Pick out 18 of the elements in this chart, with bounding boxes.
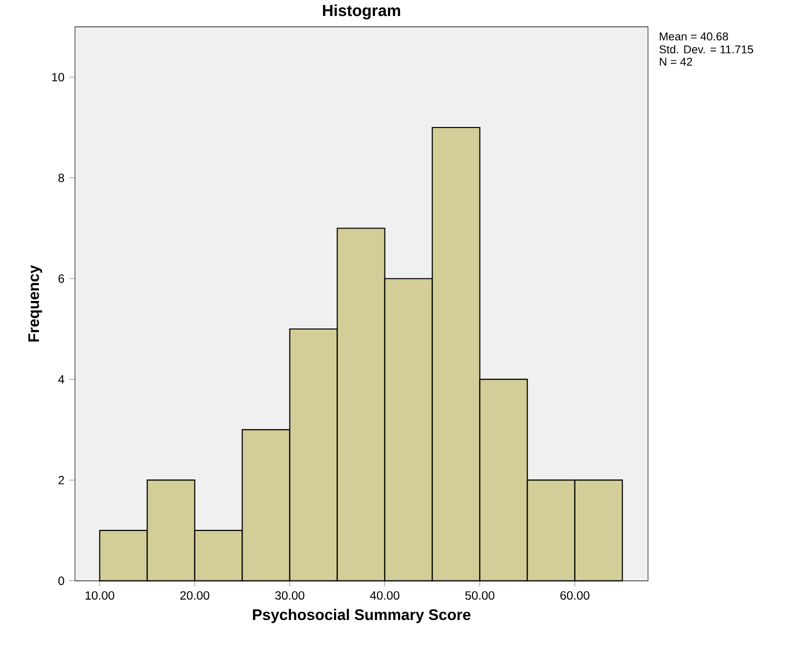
y-tick-label: 10: [52, 73, 64, 82]
y-tick-label: 2: [58, 476, 64, 484]
y-axis-title: Frequency: [28, 265, 42, 342]
x-tick-label: 30.00: [275, 591, 304, 600]
y-tick-label: 4: [58, 375, 64, 384]
x-tick-label: 50.00: [465, 591, 494, 600]
text: Mean = 40.68: [660, 32, 728, 41]
x-tick-label: 40.00: [370, 591, 400, 600]
text: Std. Dev. = 11.715: [659, 45, 754, 54]
x-tick-label: 60.00: [560, 591, 590, 600]
text: N = 42: [660, 58, 692, 66]
x-tick-label: 20.00: [180, 591, 210, 600]
y-tick-label: 0: [58, 576, 64, 586]
x-tick-label: 10.00: [86, 591, 114, 600]
x-axis-title: Psychosocial Summary Score: [253, 608, 470, 624]
chart-title: Histogram: [323, 4, 400, 20]
y-tick-label: 8: [58, 174, 64, 182]
y-tick-label: 6: [58, 274, 64, 283]
